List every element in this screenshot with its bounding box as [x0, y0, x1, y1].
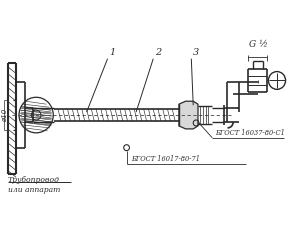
Text: 2: 2: [155, 48, 161, 57]
Text: БГОСТ 16037-80-С1: БГОСТ 16037-80-С1: [215, 129, 285, 137]
Text: 1: 1: [110, 48, 116, 57]
Polygon shape: [179, 101, 198, 129]
Text: G ½: G ½: [248, 40, 267, 49]
Text: или аппарат: или аппарат: [8, 186, 60, 194]
Text: ø10: ø10: [2, 108, 8, 122]
Text: БГОСТ 16017-80-71: БГОСТ 16017-80-71: [131, 156, 200, 163]
Text: Трубопровод: Трубопровод: [8, 176, 60, 184]
Text: 3: 3: [193, 48, 200, 57]
